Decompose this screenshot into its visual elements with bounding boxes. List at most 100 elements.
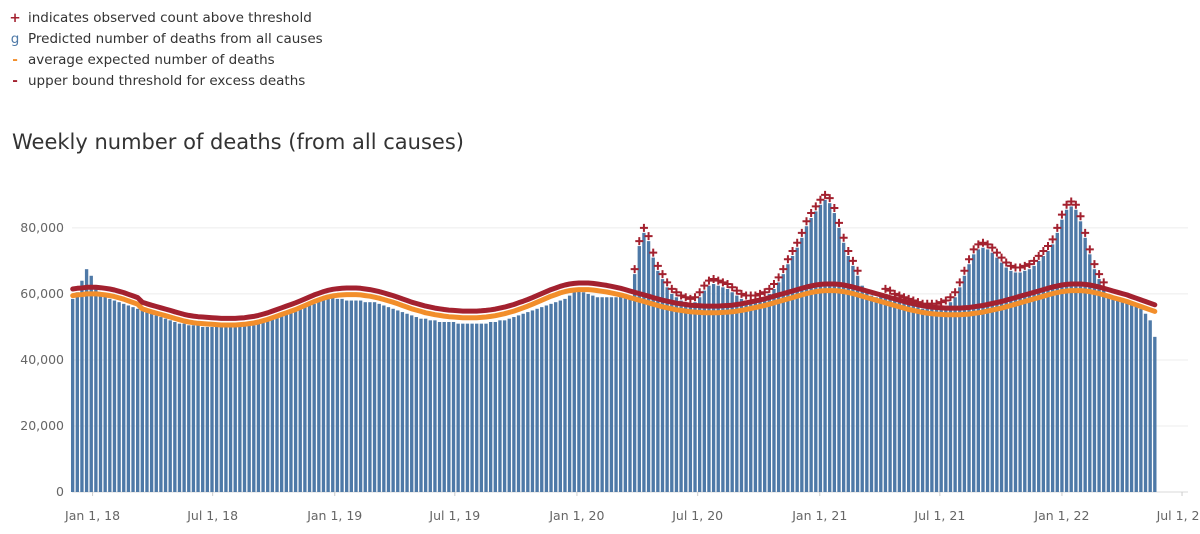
predicted-bar xyxy=(1037,260,1041,492)
predicted-bar xyxy=(544,305,549,492)
predicted-bar xyxy=(173,321,177,492)
predicted-bar xyxy=(1018,272,1022,492)
excess-marker xyxy=(937,298,946,307)
predicted-bar xyxy=(749,300,753,492)
predicted-bar xyxy=(442,321,446,492)
x-tick-label: Jul 1, 21 xyxy=(913,508,965,523)
predicted-bar xyxy=(665,287,669,492)
excess-marker xyxy=(848,256,857,265)
threshold-line xyxy=(70,280,1158,321)
excess-marker xyxy=(658,270,667,279)
predicted-bar xyxy=(228,326,233,492)
excess-marker xyxy=(774,273,783,282)
predicted-bar xyxy=(1064,209,1069,492)
predicted-bar xyxy=(340,298,344,492)
predicted-bar xyxy=(832,213,837,492)
excess-marker xyxy=(1071,200,1080,209)
predicted-bar xyxy=(354,300,358,492)
predicted-bar xyxy=(214,326,219,492)
predicted-bar xyxy=(70,298,75,492)
excess-marker xyxy=(1057,210,1066,219)
legend-item-excess-marker: + indicates observed count above threshol… xyxy=(8,8,323,29)
excess-marker xyxy=(802,217,811,226)
excess-marker xyxy=(728,283,737,292)
predicted-bar xyxy=(549,303,553,492)
predicted-bar xyxy=(581,292,586,492)
excess-marker xyxy=(630,265,639,274)
predicted-bar xyxy=(1004,267,1008,492)
excess-marker xyxy=(900,293,909,302)
bars xyxy=(70,199,1157,492)
x-tick-label: Jan 1, 21 xyxy=(791,508,847,523)
chart-legend: + indicates observed count above threshol… xyxy=(8,8,323,92)
excess-marker xyxy=(737,289,746,298)
predicted-bar xyxy=(674,297,679,492)
predicted-bar xyxy=(168,320,172,492)
predicted-bar xyxy=(600,297,604,492)
predicted-bar xyxy=(298,308,302,492)
excess-marker xyxy=(960,266,969,275)
chart-title: Weekly number of deaths (from all causes… xyxy=(12,130,464,154)
predicted-bar xyxy=(112,300,117,492)
predicted-bar xyxy=(790,255,795,492)
predicted-bar xyxy=(540,307,544,492)
predicted-bar xyxy=(776,282,781,492)
predicted-bar xyxy=(312,303,316,492)
excess-marker xyxy=(691,293,700,302)
excess-marker xyxy=(1076,212,1085,221)
predicted-bar xyxy=(103,295,107,492)
predicted-bar xyxy=(275,317,279,492)
excess-marker xyxy=(709,275,718,284)
excess-marker xyxy=(1020,261,1029,270)
predicted-bar xyxy=(303,307,307,492)
x-tick-label: Jul 1, 20 xyxy=(671,508,723,523)
predicted-bar xyxy=(456,323,460,492)
predicted-bar xyxy=(1148,320,1152,492)
predicted-bar xyxy=(368,302,372,492)
excess-marker xyxy=(1085,245,1094,254)
y-tick-label: 0 xyxy=(56,484,64,499)
predicted-bar xyxy=(721,287,725,492)
excess-marker xyxy=(1048,235,1057,244)
predicted-bar xyxy=(591,295,595,492)
predicted-bar xyxy=(1060,219,1064,492)
predicted-bar xyxy=(512,317,516,492)
excess-marker xyxy=(974,240,983,249)
x-tick-label: Jul 1, 22 xyxy=(1156,508,1200,523)
y-tick-label: 20,000 xyxy=(20,418,64,433)
predicted-bar xyxy=(1078,221,1083,492)
predicted-bar xyxy=(1092,269,1097,492)
predicted-bar xyxy=(108,298,112,492)
x-tick-label: Jul 1, 19 xyxy=(428,508,480,523)
predicted-bar xyxy=(1097,279,1101,492)
predicted-bar xyxy=(628,295,632,492)
predicted-bar xyxy=(739,298,744,492)
excess-marker xyxy=(904,294,913,303)
predicted-bar xyxy=(688,303,693,492)
predicted-bar xyxy=(1111,297,1115,492)
predicted-bar xyxy=(1009,270,1013,492)
predicted-bar xyxy=(860,285,864,492)
predicted-bar xyxy=(609,297,614,492)
predicted-bar xyxy=(233,326,237,492)
predicted-bar xyxy=(1102,287,1106,492)
excess-marker xyxy=(751,291,760,300)
predicted-bar xyxy=(1074,209,1078,492)
predicted-bar xyxy=(981,247,985,492)
predicted-bar xyxy=(907,303,911,492)
predicted-bar xyxy=(163,318,168,492)
predicted-bar xyxy=(252,325,256,492)
excess-marker xyxy=(1062,200,1071,209)
excess-marker xyxy=(983,240,992,249)
predicted-bar xyxy=(159,317,163,492)
predicted-bar xyxy=(410,315,414,492)
predicted-bar xyxy=(920,308,925,492)
predicted-bar xyxy=(1134,305,1138,492)
predicted-bar xyxy=(131,307,135,492)
excess-marker xyxy=(881,284,890,293)
expected-deaths-line xyxy=(70,287,1158,328)
predicted-bar xyxy=(89,275,93,492)
predicted-bar xyxy=(767,293,771,492)
excess-marker xyxy=(830,204,839,213)
